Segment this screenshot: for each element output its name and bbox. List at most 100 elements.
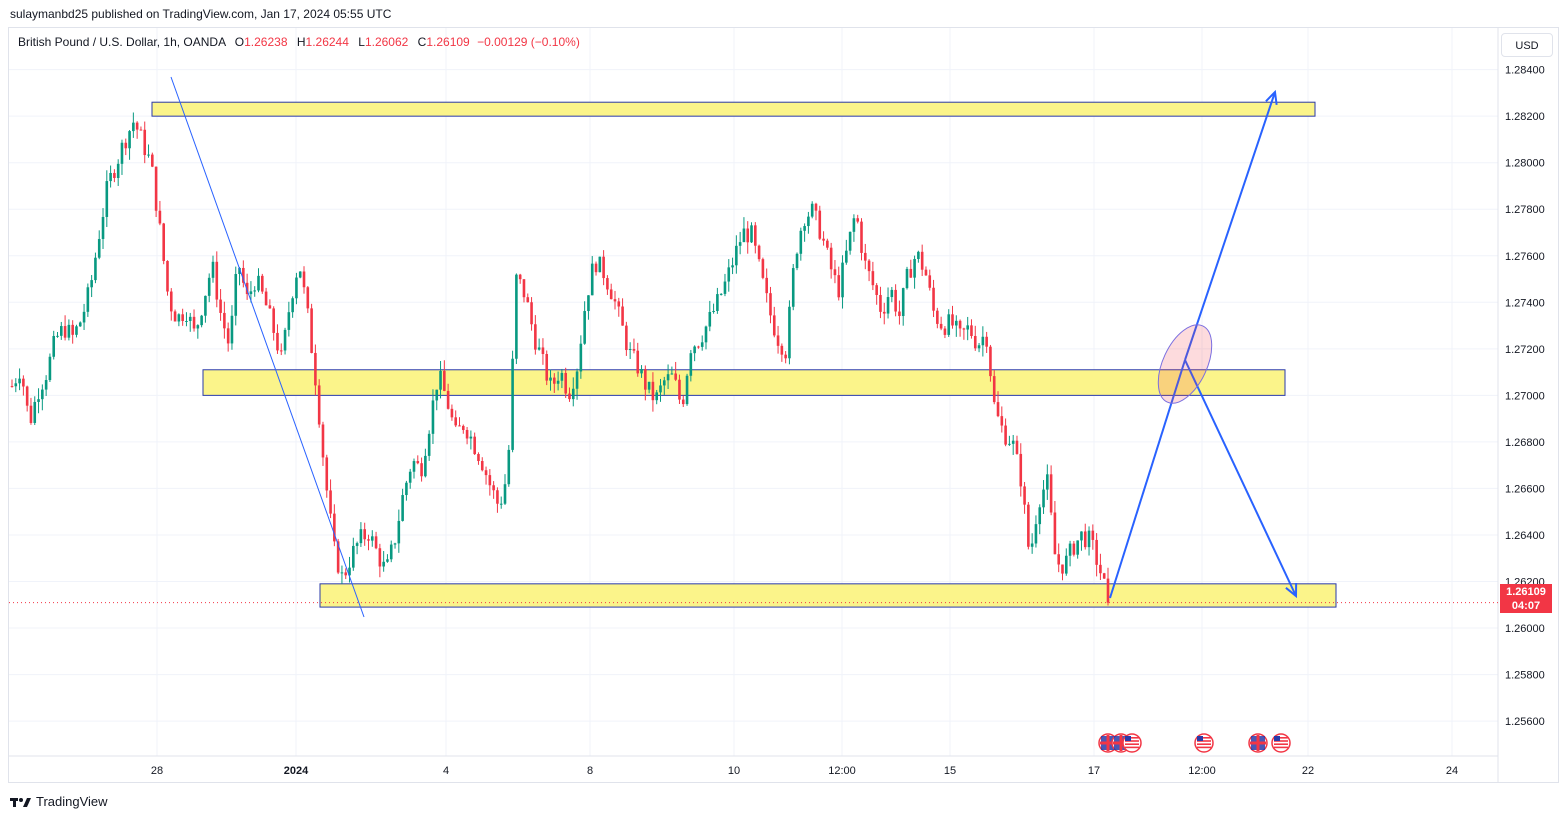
candle-body — [776, 335, 780, 346]
candle-body — [754, 225, 757, 246]
candle-body — [260, 275, 264, 292]
candle-body — [928, 275, 932, 288]
candle-body — [712, 310, 715, 312]
candle-body — [810, 203, 814, 217]
candle-body — [799, 230, 803, 254]
candle-body — [397, 520, 401, 544]
candle-body — [291, 298, 294, 313]
change-value: −0.00129 (−0.10%) — [477, 35, 580, 49]
candle-body — [992, 376, 996, 403]
candle-body — [757, 245, 761, 260]
candle-body — [226, 328, 230, 344]
highlight-ellipse — [1157, 324, 1213, 404]
candle-body — [807, 216, 810, 227]
candle-body — [644, 369, 647, 390]
candle-body — [943, 328, 947, 335]
candle-body — [71, 324, 74, 335]
candle-body — [826, 240, 829, 248]
candle-body — [932, 287, 935, 311]
candle-body — [242, 267, 245, 283]
symbol-legend: British Pound / U.S. Dollar, 1h, OANDA O… — [18, 35, 580, 49]
candle-body — [215, 261, 219, 300]
candle-body — [1095, 539, 1098, 565]
candle-body — [765, 277, 768, 294]
candle-body — [598, 256, 602, 273]
price-tick-label: 1.28200 — [1505, 111, 1545, 123]
candle-body — [530, 302, 533, 325]
candle-body — [325, 457, 329, 491]
candle-body — [264, 291, 268, 306]
candle-body — [841, 262, 844, 298]
candle-body — [29, 405, 33, 423]
candle-body — [454, 417, 458, 426]
candle-body — [306, 287, 310, 309]
time-label: 24 — [1446, 765, 1458, 777]
candle-body — [1015, 440, 1019, 454]
chart-frame[interactable] — [8, 27, 1559, 783]
candle-body — [1099, 564, 1102, 574]
drawings — [9, 76, 1498, 618]
currency-button[interactable]: USD — [1501, 33, 1553, 57]
candle-body — [124, 142, 128, 149]
tradingview-brand[interactable]: TradingView — [10, 794, 108, 809]
candle-body — [894, 289, 897, 312]
candle-body — [363, 529, 366, 540]
candle-body — [735, 245, 738, 266]
candle-body — [537, 347, 541, 350]
candle-body — [723, 281, 727, 294]
time-label: 28 — [151, 765, 163, 777]
candle-body — [879, 294, 882, 312]
candle-body — [200, 315, 203, 326]
candle-body — [181, 314, 184, 322]
candle-body — [655, 392, 659, 401]
candle-body — [287, 312, 291, 330]
candle-body — [223, 312, 226, 329]
candle-body — [602, 256, 605, 279]
candle-body — [962, 328, 966, 330]
candle-body — [746, 228, 750, 243]
candle-body — [370, 536, 374, 541]
candle-body — [41, 389, 44, 400]
candle-body — [1046, 474, 1049, 490]
candle-body — [439, 370, 442, 390]
candle-body — [871, 271, 875, 286]
candle-body — [1011, 440, 1015, 444]
candle-body — [1030, 543, 1034, 547]
candle-body — [1087, 530, 1091, 548]
candle-body — [685, 375, 689, 405]
open-label: O — [234, 35, 245, 49]
candle-body — [321, 424, 325, 458]
candle-body — [128, 131, 131, 149]
zone-middle — [202, 369, 1286, 396]
us-flag-icon — [1271, 733, 1291, 753]
candle-body — [97, 238, 101, 258]
candle-body — [647, 381, 651, 390]
time-label: 12:00 — [1188, 765, 1216, 777]
publish-info: sulaymanbd25 published on TradingView.co… — [10, 7, 392, 21]
candle-body — [317, 385, 321, 425]
candle-body — [245, 282, 249, 295]
event-markers — [1098, 733, 1291, 753]
candle-body — [473, 436, 476, 455]
candle-body — [105, 181, 109, 217]
candle-body — [352, 545, 355, 568]
candle-body — [977, 345, 981, 349]
time-labels: 28 2024 4 8 10 12:00 15 17 12:00 22 24 — [151, 765, 1458, 777]
price-tick-label: 1.27600 — [1505, 251, 1545, 263]
candle-body — [204, 295, 207, 316]
candle-body — [185, 320, 188, 322]
candle-body — [553, 377, 556, 384]
candle-body — [446, 390, 450, 409]
candle-body — [681, 399, 685, 405]
trend-line — [170, 76, 365, 618]
candle-body — [420, 463, 423, 477]
zone-support — [319, 583, 1337, 608]
candle-body — [1076, 540, 1079, 555]
candle-body — [609, 289, 613, 300]
candle-body — [693, 346, 696, 354]
candle-body — [727, 267, 731, 282]
close-label: C — [417, 35, 427, 49]
candle-body — [348, 567, 351, 576]
time-label: 15 — [944, 765, 956, 777]
